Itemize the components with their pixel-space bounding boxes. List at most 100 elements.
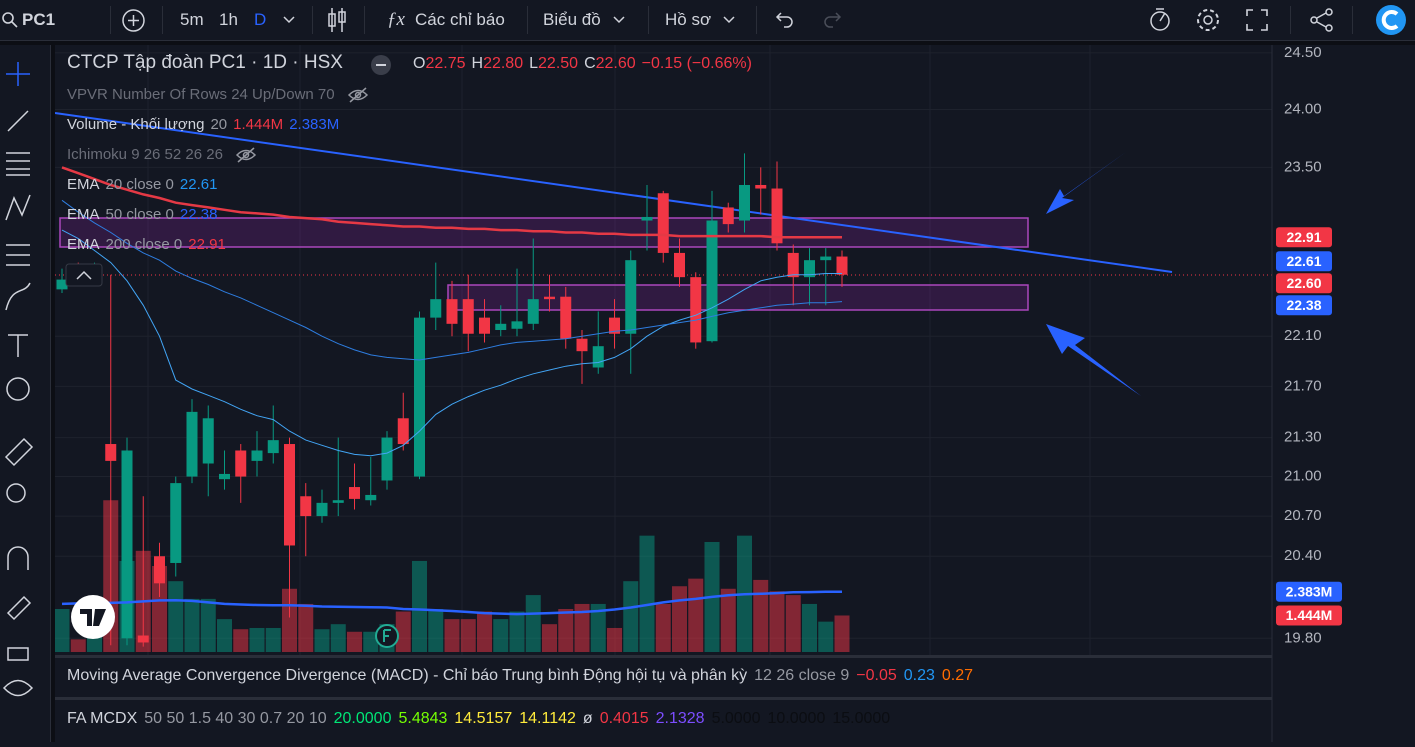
hidden-icon[interactable] bbox=[347, 87, 369, 103]
macd-pane: Moving Average Convergence Divergence (M… bbox=[55, 655, 1272, 698]
volume-bar bbox=[639, 535, 655, 652]
brand-logo[interactable] bbox=[71, 595, 115, 639]
line-layer bbox=[61, 166, 843, 616]
volume-bar bbox=[590, 603, 606, 652]
hidden-icon[interactable] bbox=[235, 147, 257, 163]
alert-icon[interactable] bbox=[1148, 7, 1174, 33]
candle-body bbox=[316, 502, 328, 517]
indicator-name: Volume - Khối lượng bbox=[67, 116, 205, 133]
lock-draw-tool[interactable] bbox=[6, 595, 32, 621]
forecast-tool[interactable] bbox=[6, 244, 30, 266]
brush-tool[interactable] bbox=[5, 282, 31, 311]
pane-value: 14.5157 bbox=[454, 710, 513, 727]
y-tick-label: 20.70 bbox=[1284, 507, 1322, 524]
chevron[interactable] bbox=[613, 15, 625, 25]
chevron[interactable] bbox=[723, 15, 735, 25]
candle-body bbox=[446, 299, 458, 324]
symbol[interactable]: PC1 bbox=[22, 10, 56, 29]
ohlc-row: O22.75 H22.80 L22.50 C22.60 −0.15 (−0.66%) bbox=[413, 55, 752, 73]
crosshair-tool[interactable] bbox=[6, 62, 30, 86]
toolbar-gap bbox=[51, 45, 55, 742]
visibility-tool[interactable] bbox=[2, 679, 34, 697]
volume-bar bbox=[152, 566, 167, 652]
menu[interactable]: Hồ sơ bbox=[665, 10, 712, 29]
collapse-button[interactable] bbox=[65, 263, 103, 287]
indicator-value: 22.91 bbox=[188, 236, 226, 253]
pane-value: 5.4843 bbox=[398, 710, 448, 727]
separator bbox=[364, 6, 365, 34]
separator bbox=[110, 6, 111, 34]
candle-body bbox=[625, 260, 637, 334]
ema-line bbox=[61, 229, 842, 457]
zoom-tool[interactable] bbox=[6, 483, 26, 503]
y-tick-label: 20.40 bbox=[1284, 547, 1322, 564]
y-tick-label: 23.50 bbox=[1284, 158, 1322, 175]
undo[interactable] bbox=[775, 10, 795, 30]
candle-body bbox=[609, 317, 620, 334]
axis-badge bbox=[1276, 227, 1332, 248]
volume-bar bbox=[785, 595, 801, 652]
arrow[interactable] bbox=[1046, 152, 1126, 214]
axis-badge bbox=[1276, 251, 1332, 272]
fib-tool[interactable] bbox=[6, 152, 30, 176]
share-icon[interactable] bbox=[1309, 7, 1335, 33]
arrow[interactable] bbox=[1046, 324, 1141, 396]
axis-badge-label: 2.383M bbox=[1286, 583, 1333, 599]
interval[interactable]: 5m bbox=[180, 10, 204, 29]
separator bbox=[1290, 6, 1291, 34]
candle-body bbox=[771, 188, 783, 244]
price-change: −0.15 (−0.66%) bbox=[641, 55, 752, 72]
trend-line[interactable] bbox=[54, 112, 1173, 273]
volume-bar bbox=[298, 603, 314, 652]
candle-body bbox=[755, 184, 767, 189]
add-symbol[interactable] bbox=[121, 8, 146, 33]
menu[interactable]: Biểu đồ bbox=[543, 10, 601, 29]
legend-toggle[interactable] bbox=[371, 55, 391, 75]
account-logo[interactable] bbox=[1375, 4, 1407, 36]
line-tool[interactable] bbox=[7, 110, 29, 132]
y-tick-label: 21.00 bbox=[1284, 468, 1322, 485]
magnet-tool[interactable] bbox=[7, 546, 29, 570]
interval-active[interactable]: D bbox=[254, 10, 267, 29]
candle-body bbox=[202, 418, 214, 464]
pattern-tool[interactable] bbox=[5, 194, 31, 221]
volume-bar bbox=[428, 609, 444, 652]
axis-badge bbox=[1276, 273, 1332, 294]
candle-body bbox=[739, 184, 750, 221]
volume-bar bbox=[655, 603, 671, 652]
settings-icon[interactable] bbox=[1195, 7, 1221, 33]
chart-type-icon[interactable] bbox=[326, 6, 348, 34]
menu[interactable]: Các chỉ báo bbox=[415, 10, 505, 29]
volume-bar bbox=[542, 624, 557, 652]
ruler-tool[interactable] bbox=[4, 437, 34, 467]
volume-bar bbox=[493, 619, 509, 652]
volume-bar bbox=[70, 639, 86, 652]
text-tool[interactable] bbox=[8, 334, 28, 357]
icon-tool[interactable] bbox=[6, 377, 30, 401]
ohlc-value: 22.60 bbox=[595, 55, 636, 72]
pane-value: 2.1328 bbox=[655, 710, 705, 727]
volume-bar bbox=[233, 629, 249, 652]
lock-tool[interactable] bbox=[7, 647, 29, 661]
indicators-icon[interactable]: ƒx bbox=[387, 9, 405, 30]
candle-body bbox=[300, 496, 312, 517]
indicator-row: VPVR Number Of Rows 24 Up/Down 70 bbox=[67, 84, 369, 106]
candle-body bbox=[137, 635, 149, 643]
toolbar-gap bbox=[0, 41, 1415, 45]
redo[interactable] bbox=[822, 10, 842, 30]
volume-bar bbox=[818, 621, 834, 652]
indicator-name: EMA bbox=[67, 206, 100, 223]
ohlc-key: H bbox=[471, 55, 484, 72]
chevron[interactable] bbox=[283, 15, 295, 25]
separator bbox=[756, 6, 757, 34]
legend-toggle-icon bbox=[376, 64, 386, 66]
indicator-params: 200 close 0 bbox=[105, 236, 183, 253]
separator bbox=[1352, 6, 1353, 34]
pane-name: FA MCDX bbox=[67, 710, 138, 727]
mcdx-pane: FA MCDX 50 50 1.5 40 30 0.7 20 10 20.0000 5… bbox=[55, 697, 1272, 745]
search-icon[interactable] bbox=[2, 12, 18, 28]
fullscreen-icon[interactable] bbox=[1245, 8, 1269, 32]
volume-bar bbox=[769, 591, 785, 652]
interval[interactable]: 1h bbox=[219, 10, 238, 29]
